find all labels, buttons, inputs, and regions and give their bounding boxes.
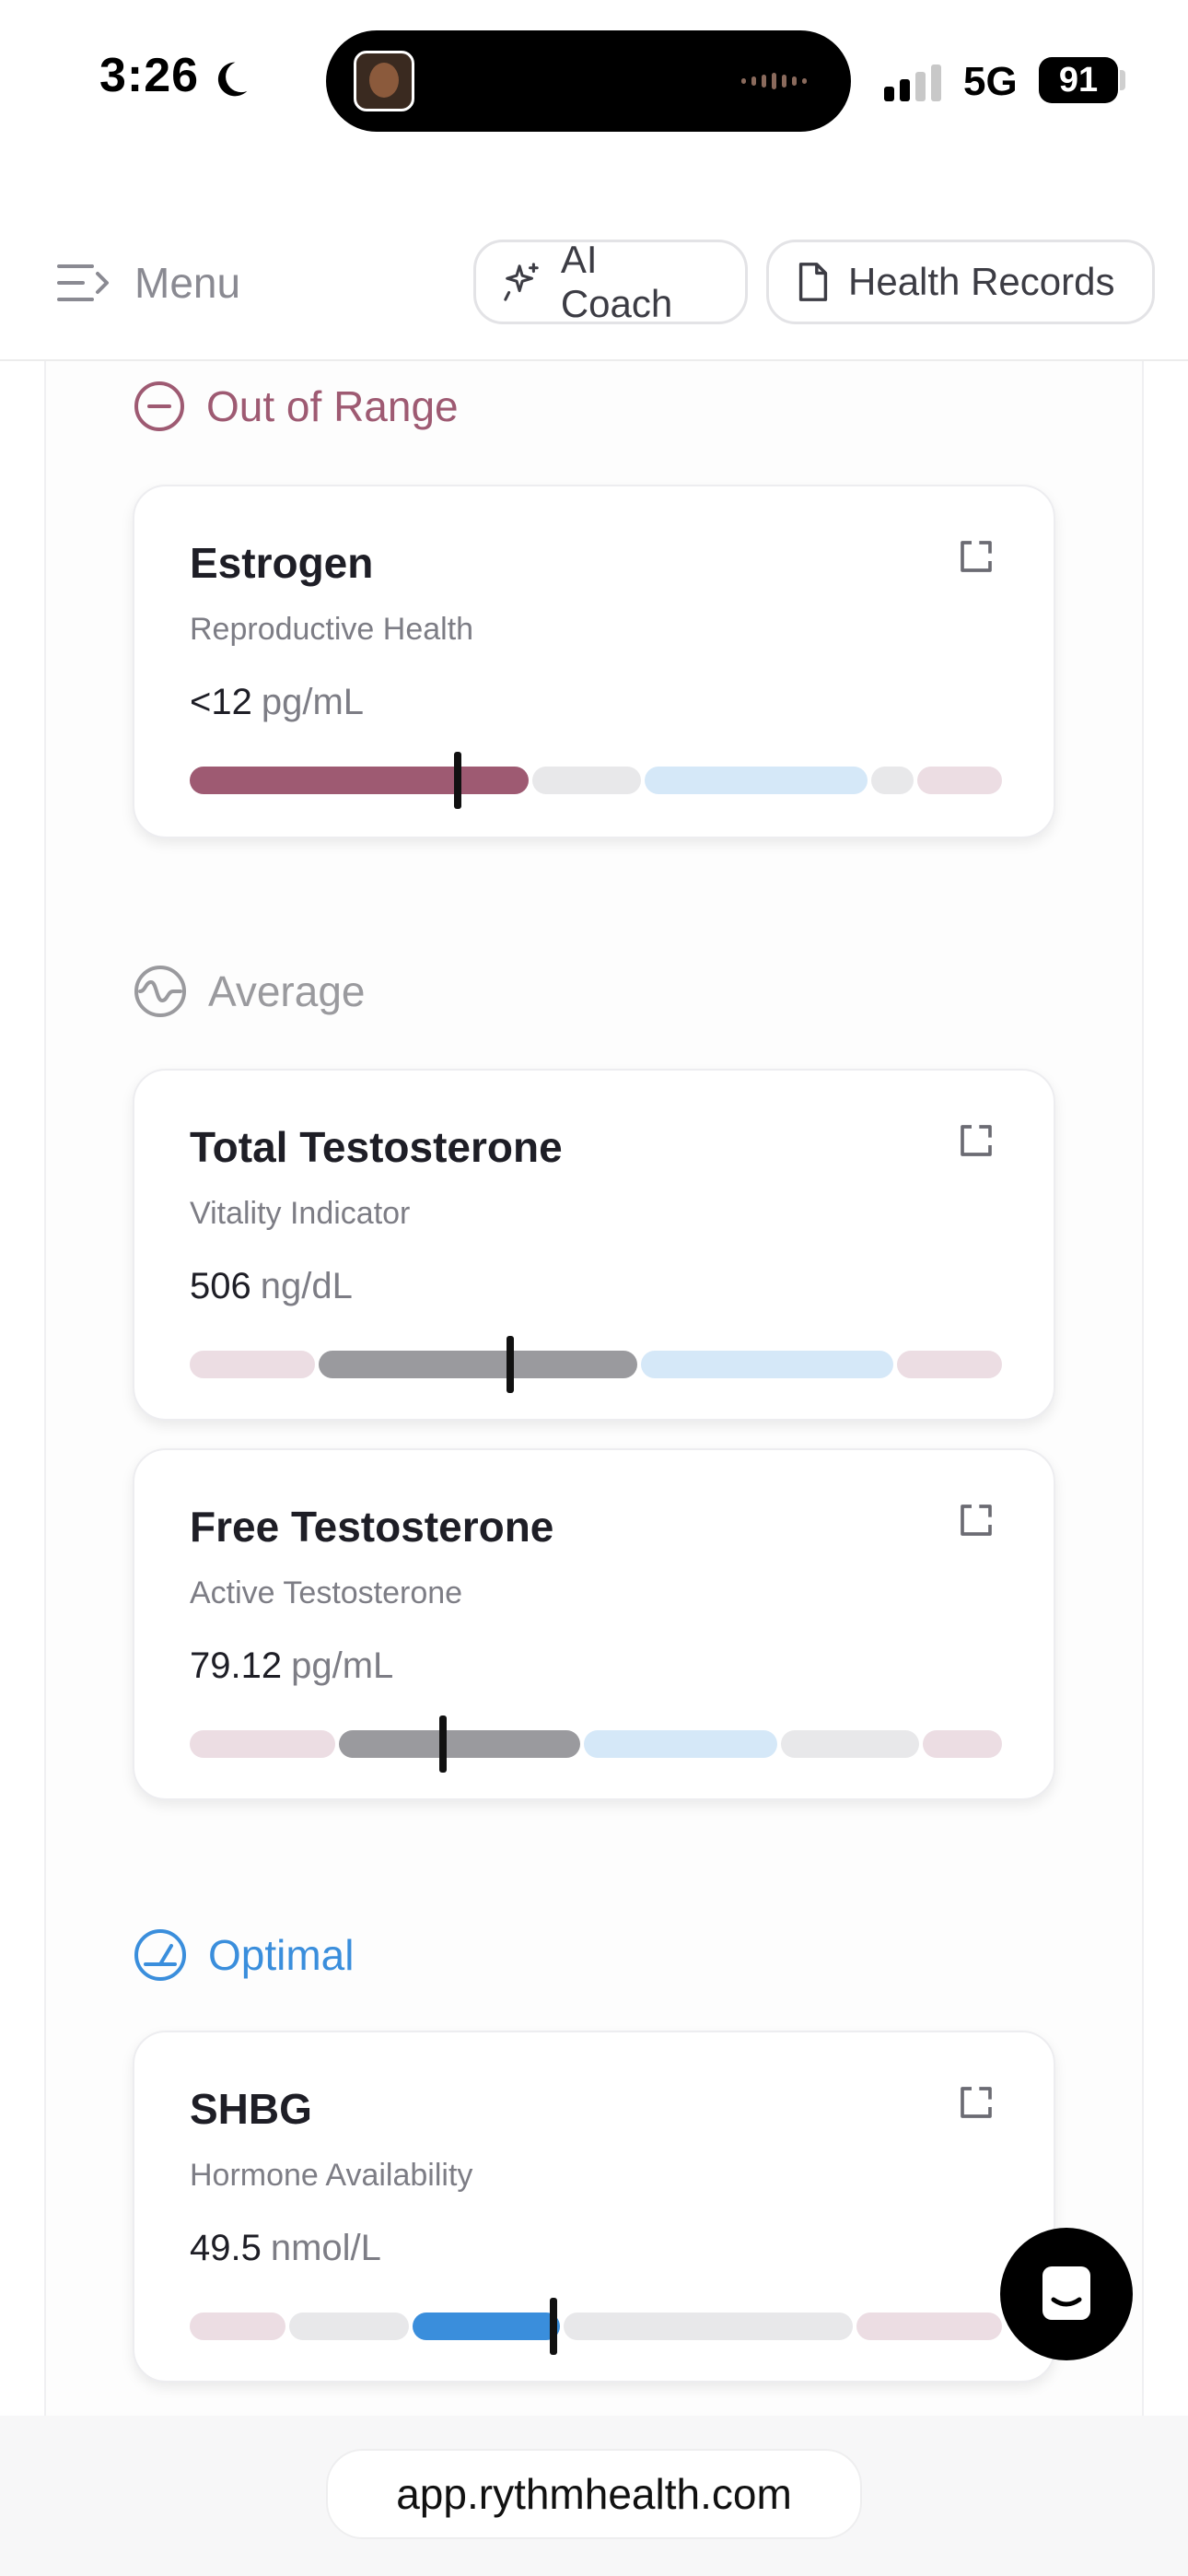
range-segment-current bbox=[319, 1351, 637, 1378]
gauge-circle-icon bbox=[134, 1929, 186, 1981]
section-header-average: Average bbox=[133, 964, 366, 1019]
battery-tip bbox=[1120, 70, 1125, 90]
moon-icon bbox=[217, 62, 248, 97]
minus-circle-icon bbox=[134, 381, 184, 431]
range-bar bbox=[190, 752, 1002, 809]
value-marker bbox=[550, 2298, 558, 2355]
expand-icon[interactable] bbox=[958, 2084, 995, 2121]
biomarker-unit: pg/mL bbox=[261, 682, 365, 722]
range-bar bbox=[190, 2298, 1002, 2355]
ai-coach-button[interactable]: AI Coach bbox=[473, 238, 748, 325]
menu-label: Menu bbox=[134, 259, 241, 307]
chat-icon bbox=[1042, 2266, 1090, 2320]
biomarker-category: Reproductive Health bbox=[190, 612, 474, 647]
range-segment-optimal bbox=[641, 1351, 893, 1378]
ai-coach-label: AI Coach bbox=[560, 238, 673, 325]
biomarker-category: Hormone Availability bbox=[190, 2158, 473, 2193]
biomarker-unit: pg/mL bbox=[291, 1645, 394, 1686]
biomarker-card-free-testosterone[interactable]: Free Testosterone Active Testosterone 79… bbox=[133, 1448, 1055, 1800]
biomarker-category: Active Testosterone bbox=[190, 1575, 463, 1610]
range-segment-high bbox=[917, 767, 1002, 794]
range-segment-current bbox=[339, 1730, 580, 1758]
chat-launcher-button[interactable] bbox=[1000, 2228, 1133, 2360]
status-bar: 3:26 5G 91 bbox=[0, 0, 1188, 175]
range-segment bbox=[564, 2313, 853, 2340]
biomarker-value-number: 506 bbox=[190, 1266, 251, 1306]
section-title-out-of-range: Out of Range bbox=[206, 382, 459, 430]
biomarker-card-total-testosterone[interactable]: Total Testosterone Vitality Indicator 50… bbox=[133, 1069, 1055, 1421]
address-bar[interactable]: app.rythmhealth.com bbox=[326, 2449, 862, 2539]
biomarker-value: 506 ng/dL bbox=[190, 1266, 353, 1307]
biomarker-unit: nmol/L bbox=[270, 2228, 381, 2268]
status-time: 3:26 bbox=[99, 49, 200, 102]
range-segment bbox=[781, 1730, 919, 1758]
browser-bottom-bar: app.rythmhealth.com bbox=[0, 2416, 1188, 2576]
sparkles-icon bbox=[504, 263, 539, 301]
biomarker-name: Free Testosterone bbox=[190, 1503, 554, 1551]
battery-indicator: 91 bbox=[1039, 57, 1118, 103]
health-records-label: Health Records bbox=[848, 260, 1115, 303]
biomarker-name: SHBG bbox=[190, 2085, 312, 2133]
range-segment bbox=[871, 767, 914, 794]
range-bar bbox=[190, 1336, 1002, 1393]
range-bar bbox=[190, 1715, 1002, 1773]
health-records-button[interactable]: Health Records bbox=[766, 240, 1155, 324]
range-segment-low bbox=[190, 2313, 285, 2340]
range-segment-optimal bbox=[584, 1730, 777, 1758]
biomarker-value: <12 pg/mL bbox=[190, 682, 364, 723]
range-segment bbox=[289, 2313, 409, 2340]
biomarker-name: Total Testosterone bbox=[190, 1123, 563, 1171]
biomarker-value-number: <12 bbox=[190, 682, 252, 722]
biomarker-name: Estrogen bbox=[190, 539, 374, 587]
range-segment-high bbox=[923, 1730, 1002, 1758]
range-segment-low bbox=[190, 1730, 335, 1758]
range-segment-high bbox=[897, 1351, 1002, 1378]
biomarker-unit: ng/dL bbox=[260, 1266, 353, 1306]
biomarker-value-number: 49.5 bbox=[190, 2228, 262, 2268]
value-marker bbox=[454, 752, 462, 809]
now-playing-avatar bbox=[354, 51, 414, 111]
section-header-optimal: Optimal bbox=[133, 1927, 354, 1983]
biomarker-value: 79.12 pg/mL bbox=[190, 1645, 393, 1687]
biomarker-card-estrogen[interactable]: Estrogen Reproductive Health <12 pg/mL bbox=[133, 485, 1055, 838]
expand-icon[interactable] bbox=[958, 538, 995, 575]
value-marker bbox=[439, 1715, 448, 1773]
expand-icon[interactable] bbox=[958, 1122, 995, 1159]
network-type: 5G bbox=[963, 59, 1018, 104]
expand-icon[interactable] bbox=[958, 1502, 995, 1539]
range-segment-current bbox=[413, 2313, 560, 2340]
audio-wave-icon bbox=[741, 73, 807, 89]
menu-icon bbox=[57, 264, 109, 301]
dynamic-island bbox=[326, 30, 851, 132]
range-segment-optimal bbox=[645, 767, 868, 794]
range-segment-low bbox=[190, 1351, 315, 1378]
biomarker-card-shbg[interactable]: SHBG Hormone Availability 49.5 nmol/L bbox=[133, 2031, 1055, 2383]
section-title-optimal: Optimal bbox=[208, 1931, 355, 1979]
section-header-out-of-range: Out of Range bbox=[133, 380, 459, 433]
biomarker-value-number: 79.12 bbox=[190, 1645, 283, 1686]
range-segment bbox=[532, 767, 641, 794]
app-header: Menu AI Coach Health Records bbox=[0, 221, 1188, 361]
range-segment-low bbox=[190, 767, 529, 794]
signal-icon bbox=[884, 64, 941, 101]
menu-button[interactable]: Menu bbox=[55, 258, 240, 308]
section-title-average: Average bbox=[208, 967, 366, 1015]
biomarker-value: 49.5 nmol/L bbox=[190, 2228, 381, 2269]
range-segment-high bbox=[856, 2313, 1002, 2340]
value-marker bbox=[507, 1336, 515, 1393]
wave-circle-icon bbox=[134, 966, 186, 1017]
document-icon bbox=[798, 263, 828, 301]
biomarker-category: Vitality Indicator bbox=[190, 1196, 411, 1231]
